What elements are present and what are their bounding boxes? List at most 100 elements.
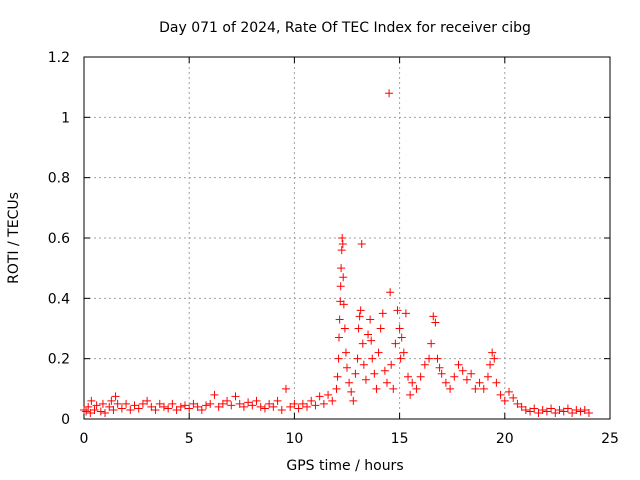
data-point — [483, 372, 492, 381]
data-point — [80, 405, 88, 414]
data-point — [368, 354, 377, 363]
data-point — [509, 393, 518, 402]
data-point — [370, 369, 379, 378]
data-point — [277, 405, 286, 414]
data-point — [235, 399, 244, 408]
data-point — [155, 399, 164, 408]
data-point — [340, 324, 349, 333]
y-tick-label: 0.2 — [48, 352, 70, 368]
data-point — [151, 405, 160, 414]
data-point — [517, 402, 526, 411]
data-point — [431, 318, 440, 327]
data-point — [446, 384, 455, 393]
data-point — [336, 282, 345, 291]
data-point — [437, 369, 446, 378]
data-point — [96, 407, 105, 416]
data-point — [366, 315, 375, 324]
data-point — [488, 348, 497, 357]
x-axis-label: GPS time / hours — [286, 458, 403, 474]
y-tick-label: 0.8 — [48, 171, 70, 187]
data-point — [244, 398, 253, 407]
data-point — [389, 384, 398, 393]
data-point — [572, 405, 581, 414]
data-point — [87, 396, 96, 405]
data-point — [551, 408, 560, 417]
data-point — [319, 399, 328, 408]
data-point — [349, 396, 358, 405]
data-point — [399, 348, 408, 357]
y-tick-label: 1 — [61, 110, 70, 126]
data-point — [86, 408, 95, 417]
data-point — [396, 354, 405, 363]
data-point — [206, 399, 215, 408]
data-point — [391, 339, 400, 348]
data-point — [355, 312, 364, 321]
data-point — [101, 408, 110, 417]
data-point — [471, 384, 480, 393]
data-point — [395, 324, 404, 333]
data-point — [303, 402, 312, 411]
x-tick-label: 20 — [496, 431, 514, 447]
data-point — [307, 396, 316, 405]
data-point — [542, 407, 551, 416]
data-point — [538, 405, 547, 414]
chart-title: Day 071 of 2024, Rate Of TEC Index for r… — [159, 20, 531, 36]
data-point — [534, 408, 543, 417]
data-point — [252, 396, 261, 405]
data-point — [339, 273, 348, 282]
data-point — [521, 405, 530, 414]
data-point — [334, 354, 343, 363]
data-point — [341, 348, 350, 357]
data-point — [172, 405, 181, 414]
data-point — [382, 378, 391, 387]
data-point — [462, 375, 471, 384]
data-point — [134, 404, 143, 413]
data-point — [433, 354, 442, 363]
data-point — [353, 354, 362, 363]
data-point — [159, 402, 168, 411]
data-point — [530, 404, 539, 413]
data-point — [378, 309, 387, 318]
data-point — [500, 396, 509, 405]
data-point — [339, 300, 348, 309]
data-point — [408, 378, 417, 387]
data-point — [197, 405, 206, 414]
data-point — [227, 401, 236, 410]
data-point — [193, 402, 202, 411]
data-point — [425, 354, 434, 363]
data-point — [337, 246, 346, 255]
data-point — [82, 407, 91, 416]
data-point — [354, 324, 363, 333]
data-point — [286, 402, 295, 411]
data-point — [351, 369, 360, 378]
data-point — [315, 392, 324, 401]
data-point — [260, 404, 269, 413]
data-point — [256, 402, 265, 411]
grid-lines — [84, 57, 610, 419]
data-point — [367, 336, 376, 345]
data-point — [214, 402, 223, 411]
x-tick-label: 15 — [391, 431, 409, 447]
x-tick-label: 25 — [601, 431, 619, 447]
data-point — [147, 402, 156, 411]
data-point — [505, 387, 514, 396]
data-point — [526, 407, 535, 416]
data-point — [84, 402, 93, 411]
data-point — [332, 384, 341, 393]
data-point — [273, 396, 282, 405]
data-point — [290, 399, 299, 408]
data-point — [176, 402, 185, 411]
data-point — [475, 378, 484, 387]
data-point — [427, 339, 436, 348]
data-point — [547, 404, 556, 413]
data-point — [337, 264, 346, 273]
data-point — [164, 404, 173, 413]
y-tick-label: 0 — [61, 412, 70, 428]
data-point — [568, 408, 577, 417]
data-point — [185, 404, 194, 413]
data-point — [335, 315, 344, 324]
data-point — [109, 405, 118, 414]
data-point — [584, 408, 593, 417]
data-point — [90, 405, 99, 414]
